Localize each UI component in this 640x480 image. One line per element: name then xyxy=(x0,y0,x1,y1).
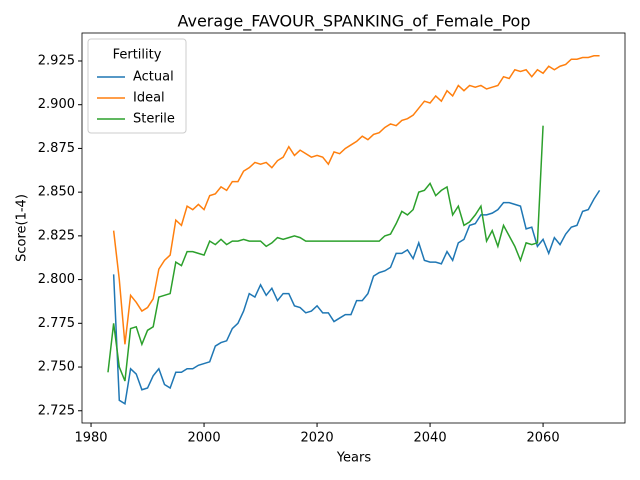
y-tick-label: 2.825 xyxy=(38,228,75,243)
y-tick-label: 2.725 xyxy=(38,403,75,418)
legend-label: Sterile xyxy=(133,112,175,127)
chart-title: Average_FAVOUR_SPANKING_of_Female_Pop xyxy=(177,12,530,32)
x-tick-label: 2020 xyxy=(301,431,334,446)
x-tick-label: 2060 xyxy=(527,431,560,446)
y-tick-label: 2.900 xyxy=(38,97,75,112)
x-axis-label: Years xyxy=(336,451,372,466)
line-series xyxy=(112,54,600,345)
x-tick-label: 2040 xyxy=(414,431,447,446)
y-tick-label: 2.750 xyxy=(38,360,75,375)
x-tick-label: 2000 xyxy=(188,431,221,446)
y-axis-label: Score(1-4) xyxy=(15,194,30,262)
y-tick-label: 2.925 xyxy=(38,53,75,68)
y-tick-label: 2.875 xyxy=(38,141,75,156)
y-tick-label: 2.800 xyxy=(38,272,75,287)
legend-title: Fertility xyxy=(113,48,162,63)
legend-label: Ideal xyxy=(133,91,165,106)
line-series xyxy=(112,189,601,405)
y-tick-label: 2.850 xyxy=(38,185,75,200)
x-tick-label: 1980 xyxy=(74,431,107,446)
plot-frame xyxy=(81,32,626,424)
legend-box xyxy=(87,38,187,134)
legend-label: Actual xyxy=(133,70,174,85)
y-tick-label: 2.775 xyxy=(38,316,75,331)
line-series xyxy=(107,125,544,382)
